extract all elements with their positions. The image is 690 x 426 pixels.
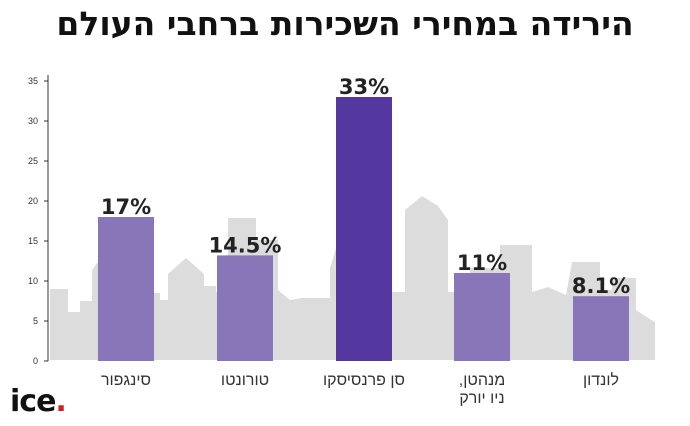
bar [98, 217, 154, 361]
logo-dot: . [55, 384, 66, 419]
category-label: מנהטן, ניו יורק [458, 372, 506, 407]
data-label: 17% [101, 195, 151, 219]
category-label: טורונטו [220, 372, 270, 389]
y-tick-label: 15 [28, 236, 38, 246]
bar [217, 255, 273, 361]
value-labels-group: 17% 14.5% 33% 11% 8.1% [101, 75, 630, 298]
y-tick-label: 35 [28, 76, 38, 86]
data-label: 33% [339, 75, 389, 99]
data-label: 11% [457, 251, 507, 275]
data-label: 8.1% [572, 274, 630, 298]
category-label: סינגפור [100, 372, 152, 389]
category-label: סן פרנסיסקו [322, 372, 406, 389]
bar [454, 273, 510, 361]
ice-logo: ice. [10, 384, 67, 419]
bars-group [98, 97, 629, 361]
y-tick-label: 10 [28, 276, 38, 286]
chart-title: הירידה במחירי השכירות ברחבי העולם [56, 4, 634, 43]
y-tick-label: 25 [28, 156, 38, 166]
data-label: 14.5% [209, 233, 282, 257]
y-tick-label: 0 [33, 356, 38, 366]
y-tick-label: 5 [33, 316, 38, 326]
logo-text: ice [10, 384, 56, 419]
bar [336, 97, 392, 361]
y-axis: 0 5 10 15 20 25 30 35 [28, 75, 49, 366]
y-tick-label: 20 [28, 196, 38, 206]
bar [573, 296, 629, 361]
y-tick-label: 30 [28, 116, 38, 126]
category-label: לונדון [582, 372, 620, 389]
